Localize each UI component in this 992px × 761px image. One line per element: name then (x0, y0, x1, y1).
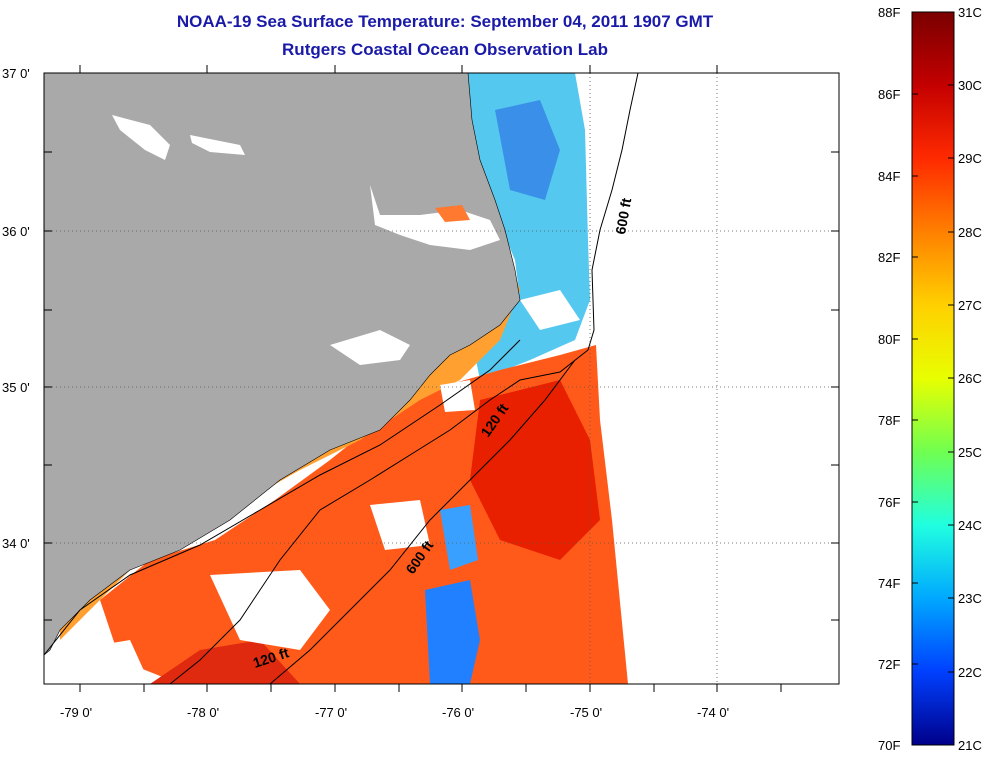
contour-120ft-shelf (169, 349, 589, 684)
axis-ticks (44, 65, 839, 692)
contour-label: 600 ft (612, 196, 634, 235)
colorbar-f-label: 80F (878, 332, 901, 347)
map-gridlines (44, 73, 839, 684)
pamlico-sound (370, 185, 500, 250)
albemarle-river (112, 115, 170, 160)
lon-label: -77 0' (315, 705, 348, 720)
sst-north-swath-dark (495, 100, 560, 200)
colorbar-f-label: 72F (878, 657, 901, 672)
colorbar-f-label: 76F (878, 495, 901, 510)
colorbar-c-label: 23C (958, 591, 982, 606)
lon-label: -76 0' (442, 705, 475, 720)
cloud-patch (440, 380, 475, 412)
colorbar-f-label: 86F (878, 87, 901, 102)
colorbar-c-label: 25C (958, 445, 982, 460)
lon-label: -74 0' (697, 705, 730, 720)
sst-sw-red (150, 640, 300, 684)
colorbar-c-label: 29C (958, 151, 982, 166)
cloud-patch (370, 500, 430, 550)
colorbar-f-label: 78F (878, 413, 901, 428)
contour-inner-coast (44, 339, 521, 656)
colorbar-f-label: 82F (878, 250, 901, 265)
cloud-patch (520, 290, 580, 330)
colorbar-c-label: 21C (958, 738, 982, 753)
map-subtitle: Rutgers Coastal Ocean Observation Lab (282, 40, 608, 59)
colorbar-f-label: 88F (878, 5, 901, 20)
colorbar-c-label: 22C (958, 665, 982, 680)
colorbar-f-label: 84F (878, 169, 901, 184)
lon-label: -79 0' (60, 705, 93, 720)
colorbar-c-label: 28C (958, 225, 982, 240)
lon-label: -75 0' (570, 705, 603, 720)
warm-inlet (435, 205, 470, 222)
lat-label: 34 0' (2, 536, 30, 551)
contour-600ft-south (269, 359, 576, 684)
colorbar-c-label: 26C (958, 371, 982, 386)
lat-label: 36 0' (2, 224, 30, 239)
lat-label: 35 0' (2, 380, 30, 395)
lon-label: -78 0' (187, 705, 220, 720)
colorbar-c-label: 30C (958, 78, 982, 93)
sst-cold-filament (425, 580, 480, 684)
colorbar-ticks (912, 84, 954, 673)
river-inlet (190, 135, 245, 155)
neuse-river (330, 330, 410, 365)
colorbar-c-label: 24C (958, 518, 982, 533)
colorbar-f-label: 70F (878, 738, 901, 753)
map-border (43, 72, 840, 685)
lat-label: 37 0' (2, 66, 30, 81)
colorbar (911, 11, 955, 746)
contour-600ft-north (587, 73, 639, 351)
colorbar-f-label: 74F (878, 576, 901, 591)
sst-cold-patch (440, 505, 478, 570)
sst-red-core (470, 380, 600, 560)
colorbar-c-label: 27C (958, 298, 982, 313)
cloud-patch (210, 570, 330, 650)
colorbar-c-label: 31C (958, 5, 982, 20)
map-title: NOAA-19 Sea Surface Temperature: Septemb… (176, 12, 714, 31)
cloud-patch (60, 640, 150, 684)
